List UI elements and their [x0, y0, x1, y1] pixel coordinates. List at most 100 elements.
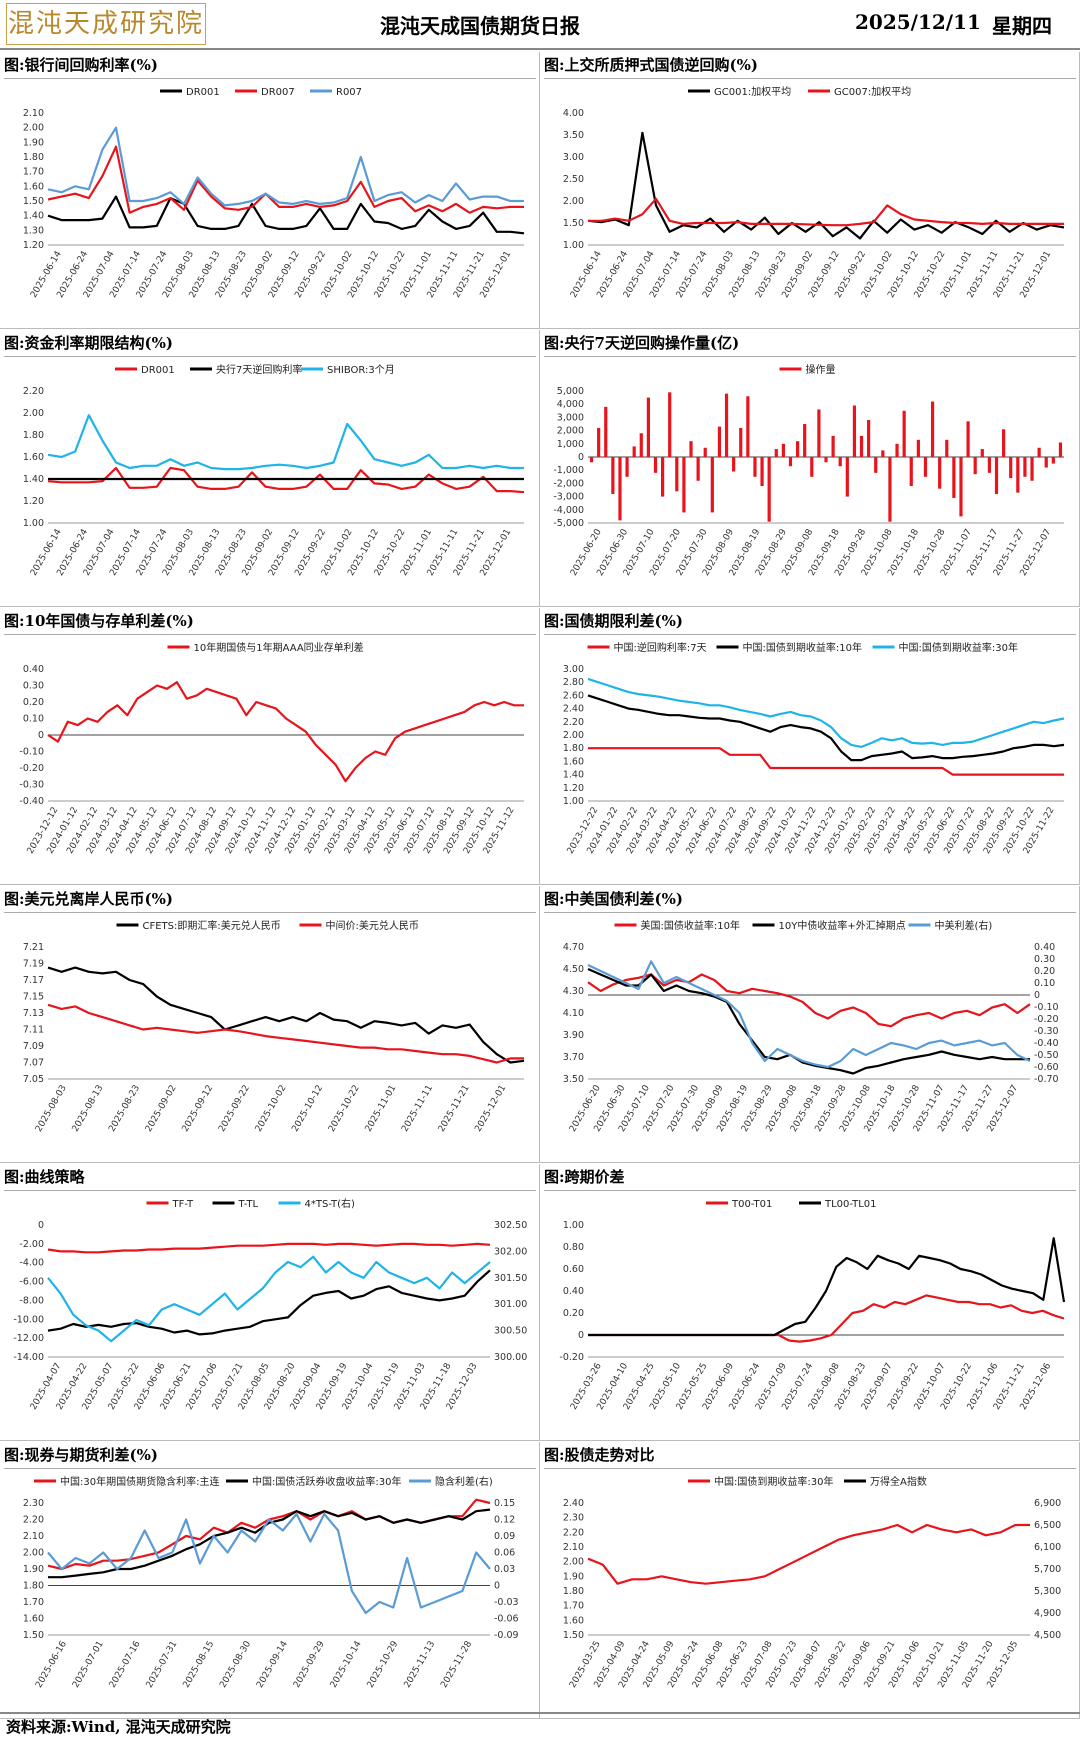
series-line [47, 1003, 524, 1064]
legend-label: T00-T01 [731, 1199, 772, 1210]
bar [1058, 442, 1063, 457]
y-tick-label: 7.15 [23, 992, 44, 1003]
y-tick-label: 1.80 [23, 430, 44, 441]
y-tick-label: 2.30 [23, 1498, 44, 1509]
bar [831, 435, 835, 457]
y2-tick-label: 0.20 [1034, 966, 1055, 977]
y2-tick-label: 301.00 [494, 1299, 527, 1310]
x-tick-label: 2025-11-11 [400, 1084, 435, 1134]
chart-panel-p12: 图:股债走势对比 中国:国债到期收益率:30年 万得全A指数 1.50 1.60 1.70… [540, 1442, 1080, 1719]
y-tick-label: 4.50 [563, 964, 584, 975]
chart-svg: 中国:国债到期收益率:30年 万得全A指数 1.50 1.60 1.70 1.80 1.90… [563, 1475, 1061, 1690]
legend-label: 美国:国债收益率:10年 [641, 919, 740, 932]
report-header: 混沌天成研究院 混沌天成国债期货日报 2025/12/11 星期四 [0, 0, 1080, 50]
y-tick-label: 0.30 [23, 681, 44, 692]
y2-tick-label: 0.09 [494, 1531, 515, 1542]
y-tick-label: 0 [578, 1330, 584, 1341]
y2-tick-label: 0.15 [494, 1498, 515, 1509]
chart-panel-p8: 图:中美国债利差(%) 美国:国债收益率:10年 10Y中债收益率+外汇掉期点 中美利… [540, 886, 1080, 1163]
chart-panel-p10: 图:跨期价差 T00-T01 TL00-TL01 -0.20 0 0.20 0.40 0.60… [540, 1164, 1080, 1441]
bar [1044, 457, 1048, 468]
series-line [47, 145, 524, 214]
bar [632, 446, 636, 457]
y2-tick-label: -0.20 [1034, 1014, 1059, 1025]
y-tick-label: 7.07 [23, 1058, 44, 1069]
legend: 中国:国债到期收益率:30年 万得全A指数 [688, 1475, 927, 1488]
series-line [47, 1512, 491, 1615]
legend-label: DR001 [186, 87, 220, 98]
legend-label: 中美利差(右) [935, 919, 993, 932]
y2-tick-label: -0.03 [494, 1597, 519, 1608]
bar [952, 457, 956, 498]
report-date: 2025/12/11 [855, 10, 981, 34]
y2-tick-label: 0.30 [1034, 954, 1055, 965]
y-tick-label: 2.00 [563, 1557, 584, 1568]
y-tick-label: 1,000 [557, 439, 584, 450]
y2-tick-label: -0.50 [1034, 1050, 1059, 1061]
y-tick-label: 1.20 [563, 783, 584, 794]
y-tick-label: 3,000 [557, 412, 584, 423]
chart-svg: 中国:30年期国债期货隐含利率:主连 中国:国债活跃券收盘收益率:30年 隐含利差(… [23, 1475, 519, 1690]
legend-label: 中国:国债到期收益率:10年 [743, 641, 862, 654]
chart-panel-p3: 图:资金利率期限结构(%) DR001 央行7天逆回购利率 SHIBOR:3个月 1.0… [0, 330, 540, 607]
bar [1037, 447, 1041, 457]
legend-label: 中国:国债到期收益率:30年 [714, 1475, 833, 1488]
y-tick-label: 1.90 [23, 1564, 44, 1575]
series-line [47, 126, 524, 207]
x-tick-label: 2025-08-15 [182, 1640, 217, 1690]
bar [781, 443, 785, 457]
x-tick-label: 2025-09-14 [255, 1639, 290, 1690]
y-tick-label: 2.00 [23, 123, 44, 134]
series-line [587, 967, 1030, 1075]
y-tick-label: 1.80 [563, 743, 584, 754]
legend: 中国:30年期国债期货隐含利率:主连 中国:国债活跃券收盘收益率:30年 隐含利差(… [34, 1475, 493, 1488]
bar [739, 427, 743, 457]
y-tick-label: 1.60 [23, 452, 44, 463]
bar [1030, 457, 1034, 481]
y2-tick-label: 4,900 [1034, 1608, 1061, 1619]
bar [923, 457, 928, 477]
bar [660, 457, 665, 497]
x-tick-label: 2025-09-29 [292, 1639, 327, 1690]
series-line [587, 677, 1065, 749]
legend: TF-T T-TL 4*TS-T(右) [146, 1197, 355, 1210]
y-tick-label: 7.17 [23, 975, 44, 986]
y-tick-label: 2.20 [563, 717, 584, 728]
y-tick-label: 5,000 [557, 386, 584, 397]
bar [838, 457, 842, 467]
y-tick-label: 0 [38, 1220, 44, 1231]
chart-svg: 操作量 -5,000 -4,000 -3,000 -2,000 -1,000 0 1,000 2… [553, 363, 1064, 578]
legend-label: TF-T [172, 1199, 195, 1210]
bar [597, 427, 601, 457]
y-tick-label: 0.40 [563, 1286, 584, 1297]
y2-tick-label: -0.40 [1034, 1038, 1059, 1049]
chart-panel-p2: 图:上交所质押式国债逆回购(%) GC001:加权平均 GC007:加权平均 1.00… [540, 52, 1080, 329]
y2-tick-label: -0.30 [1034, 1026, 1059, 1037]
y-tick-label: 1.70 [23, 167, 44, 178]
y2-tick-label: 6,500 [1034, 1520, 1061, 1531]
legend: 美国:国债收益率:10年 10Y中债收益率+外汇掉期点 中美利差(右) [614, 919, 993, 932]
y-tick-label: 1.90 [23, 137, 44, 148]
chart-title: 图:上交所质押式国债逆回购(%) [544, 52, 1076, 79]
chart-title: 图:中美国债利差(%) [544, 886, 1076, 913]
bar [859, 435, 864, 457]
legend: GC001:加权平均 GC007:加权平均 [688, 85, 911, 98]
y-tick-label: 2.40 [563, 704, 584, 715]
chart-panel-p9: 图:曲线策略 TF-T T-TL 4*TS-T(右) -14.00 -12.00 -10.0… [0, 1164, 540, 1441]
y-tick-label: 0.80 [563, 1242, 584, 1253]
x-tick-label: 2025-10-29 [366, 1639, 401, 1690]
series-line [47, 1242, 491, 1254]
y2-tick-label: 0 [494, 1581, 500, 1592]
x-tick-label: 2025-11-28 [439, 1639, 474, 1690]
bar [732, 457, 736, 472]
y-tick-label: 3.70 [563, 1052, 584, 1063]
y2-tick-label: -0.10 [1034, 1002, 1059, 1013]
y-tick-label: 7.13 [23, 1008, 44, 1019]
x-tick-label: 2025-12-01 [473, 1084, 508, 1134]
y-tick-label: 0.40 [23, 664, 44, 675]
source-note: 资料来源:Wind, 混沌天成研究院 [0, 1712, 1080, 1740]
y-tick-label: 3.90 [563, 1030, 584, 1041]
series-line [47, 1255, 491, 1343]
y-tick-label: 2.60 [563, 690, 584, 701]
y2-tick-label: 6,100 [1034, 1542, 1061, 1553]
